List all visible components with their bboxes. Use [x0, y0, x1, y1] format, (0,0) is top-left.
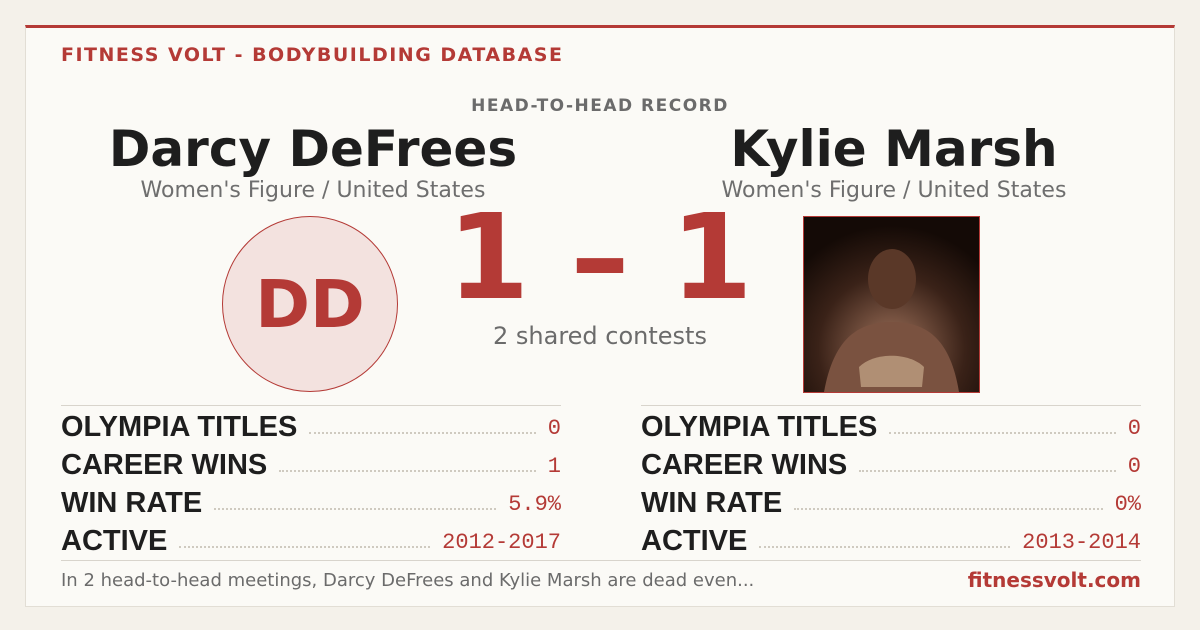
avatar: DD — [222, 216, 398, 392]
brand: FITNESS VOLT - BODYBUILDING DATABASE — [61, 44, 564, 66]
card: FITNESS VOLT - BODYBUILDING DATABASE HEA… — [25, 25, 1175, 607]
left-name: Darcy DeFrees — [108, 120, 518, 178]
right-name: Kylie Marsh — [730, 120, 1058, 178]
stat-value: 0 — [547, 416, 561, 441]
stat-row: OLYMPIA TITLES 0 — [641, 406, 1141, 444]
score-caption: 2 shared contests — [493, 322, 707, 350]
footer-rule — [61, 560, 1141, 561]
section-title: HEAD-TO-HEAD RECORD — [471, 96, 729, 116]
leader — [859, 470, 1116, 472]
leader — [214, 508, 497, 510]
stat-row: ACTIVE 2012-2017 — [61, 520, 561, 558]
leader — [179, 546, 431, 548]
stat-value: 0 — [1127, 416, 1141, 441]
stat-value: 1 — [547, 454, 561, 479]
stat-row: WIN RATE 5.9% — [61, 482, 561, 520]
summary: In 2 head-to-head meetings, Darcy DeFree… — [61, 570, 755, 591]
photo — [803, 216, 980, 393]
stat-label: ACTIVE — [641, 525, 748, 557]
stat-value: 0% — [1114, 492, 1141, 517]
leader — [309, 432, 536, 434]
stat-value: 2012-2017 — [442, 530, 561, 555]
stat-label: OLYMPIA TITLES — [641, 411, 878, 443]
stat-label: WIN RATE — [61, 487, 203, 519]
left-subtitle: Women's Figure / United States — [140, 178, 486, 203]
stat-label: WIN RATE — [641, 487, 783, 519]
stat-value: 2013-2014 — [1022, 530, 1141, 555]
stat-value: 0 — [1127, 454, 1141, 479]
left-stats: OLYMPIA TITLES 0 CAREER WINS 1 WIN RATE 5.9% A… — [61, 405, 561, 558]
leader — [794, 508, 1103, 510]
stat-label: CAREER WINS — [61, 449, 268, 481]
stat-label: OLYMPIA TITLES — [61, 411, 298, 443]
right-stats: OLYMPIA TITLES 0 CAREER WINS 0 WIN RATE 0% ACT… — [641, 405, 1141, 558]
stat-label: CAREER WINS — [641, 449, 848, 481]
stat-label: ACTIVE — [61, 525, 168, 557]
leader — [279, 470, 536, 472]
stat-row: ACTIVE 2013-2014 — [641, 520, 1141, 558]
leader — [889, 432, 1116, 434]
stat-row: WIN RATE 0% — [641, 482, 1141, 520]
leader — [759, 546, 1011, 548]
right-subtitle: Women's Figure / United States — [721, 178, 1067, 203]
stat-row: OLYMPIA TITLES 0 — [61, 406, 561, 444]
stat-row: CAREER WINS 1 — [61, 444, 561, 482]
score: 1 – 1 — [447, 188, 753, 326]
stat-value: 5.9% — [508, 492, 561, 517]
stat-row: CAREER WINS 0 — [641, 444, 1141, 482]
site-link[interactable]: fitnessvolt.com — [967, 568, 1141, 592]
